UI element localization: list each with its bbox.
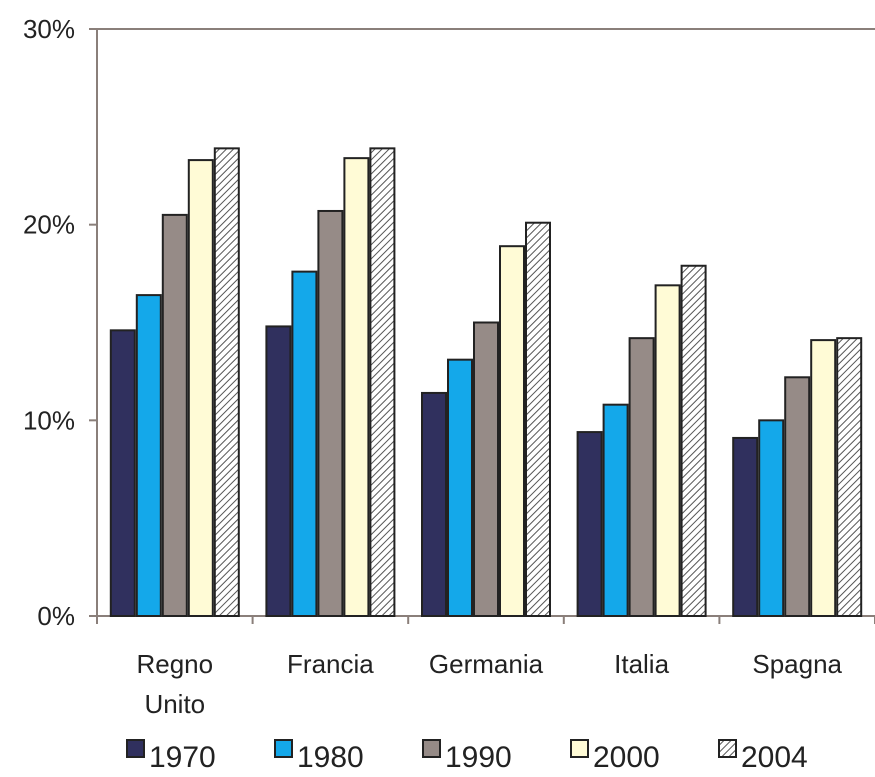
bar-2000: [187, 159, 214, 617]
bar-2004: [836, 337, 863, 617]
bar-1990: [161, 213, 188, 617]
x-tick-label: Regno Unito: [136, 649, 213, 719]
bar-2000: [810, 339, 837, 617]
x-axis: Regno Unito Francia Germania Italia Spagna: [96, 616, 875, 719]
bar-1990: [317, 209, 344, 617]
bar-2000: [499, 245, 525, 617]
bar-1970: [732, 436, 759, 617]
bar-1970: [576, 431, 603, 617]
legend-swatch-2004: [718, 739, 737, 758]
bar-1980: [758, 419, 785, 618]
bar-1970: [109, 329, 136, 617]
x-tick-label: Francia: [287, 649, 374, 679]
bar-2004: [369, 147, 396, 618]
x-tick-label-line: Spagna: [752, 649, 842, 679]
legend-label-1990: 1990: [445, 741, 512, 774]
legend-label-1980: 1980: [297, 741, 364, 774]
y-tick-label: 10%: [23, 405, 75, 435]
bar-2000: [343, 157, 370, 617]
bar-2004: [680, 264, 707, 617]
legend-label-2004: 2004: [741, 741, 808, 774]
bar-2000: [654, 284, 681, 617]
bars: [109, 147, 863, 618]
bar-1990: [784, 376, 811, 617]
y-tick-label: 0%: [37, 601, 75, 631]
y-tick-label: 20%: [23, 210, 75, 240]
legend-swatch-1970: [126, 739, 145, 758]
bar-2004: [213, 147, 240, 618]
legend-swatch-1990: [422, 739, 441, 758]
x-tick-label-line: Francia: [287, 649, 374, 679]
x-tick-label-line: Regno: [136, 649, 213, 679]
bar-1970: [265, 325, 292, 617]
legend-label-2000: 2000: [593, 741, 660, 774]
x-tick-label: Germania: [429, 649, 544, 679]
bar-2004: [525, 221, 551, 618]
bar-1970: [421, 391, 447, 617]
x-tick-label: Spagna: [752, 649, 842, 679]
x-tick-label-line: Italia: [614, 649, 669, 679]
y-tick-label: 30%: [23, 14, 75, 44]
bar-1990: [628, 337, 655, 617]
x-tick-label: Italia: [614, 649, 669, 679]
bar-1980: [602, 403, 629, 617]
legend-label-1970: 1970: [149, 741, 216, 774]
x-tick-label-line: Germania: [429, 649, 544, 679]
x-tick-label-line: Unito: [144, 689, 205, 719]
bar-1980: [447, 358, 473, 617]
legend: 1970 1980 1990 2000 2004: [126, 739, 808, 774]
bar-1980: [135, 294, 162, 617]
y-axis: 0% 10% 20% 30%: [23, 14, 97, 631]
legend-swatch-1980: [274, 739, 293, 758]
legend-swatch-2000: [570, 739, 589, 758]
bar-1980: [291, 270, 318, 617]
bar-1990: [473, 321, 499, 617]
